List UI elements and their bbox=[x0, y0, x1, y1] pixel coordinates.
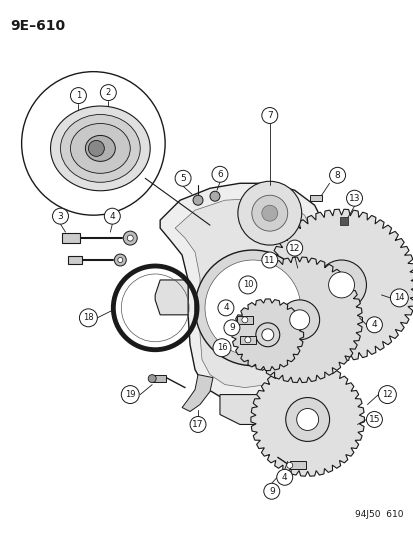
Text: 8: 8 bbox=[334, 171, 339, 180]
Circle shape bbox=[79, 309, 97, 327]
Circle shape bbox=[217, 300, 233, 316]
Text: 13: 13 bbox=[348, 193, 359, 203]
Circle shape bbox=[316, 260, 366, 310]
Circle shape bbox=[123, 231, 137, 245]
Circle shape bbox=[237, 181, 301, 245]
Text: 4: 4 bbox=[223, 303, 228, 312]
Ellipse shape bbox=[85, 135, 115, 161]
Circle shape bbox=[195, 250, 310, 366]
Text: 16: 16 bbox=[216, 343, 227, 352]
Text: 19: 19 bbox=[125, 390, 135, 399]
Circle shape bbox=[192, 195, 202, 205]
Circle shape bbox=[366, 411, 382, 427]
FancyBboxPatch shape bbox=[289, 462, 305, 470]
Circle shape bbox=[104, 208, 120, 224]
FancyBboxPatch shape bbox=[236, 316, 252, 324]
Polygon shape bbox=[175, 198, 314, 387]
Circle shape bbox=[285, 398, 329, 441]
Circle shape bbox=[127, 235, 133, 241]
Circle shape bbox=[261, 329, 273, 341]
Text: 4: 4 bbox=[281, 473, 287, 482]
Text: 15: 15 bbox=[368, 415, 379, 424]
Circle shape bbox=[52, 208, 68, 224]
Circle shape bbox=[211, 166, 228, 182]
Circle shape bbox=[329, 167, 345, 183]
Text: 12: 12 bbox=[381, 390, 392, 399]
Circle shape bbox=[255, 323, 279, 347]
Circle shape bbox=[223, 320, 239, 336]
Circle shape bbox=[366, 317, 382, 333]
FancyBboxPatch shape bbox=[62, 233, 80, 243]
Circle shape bbox=[389, 289, 407, 307]
Polygon shape bbox=[182, 375, 212, 411]
Circle shape bbox=[279, 300, 319, 340]
Circle shape bbox=[121, 385, 139, 403]
Text: 18: 18 bbox=[83, 313, 93, 322]
Text: 10: 10 bbox=[242, 280, 252, 289]
Text: 17: 17 bbox=[192, 420, 203, 429]
Text: 3: 3 bbox=[57, 212, 63, 221]
Circle shape bbox=[296, 408, 318, 431]
Circle shape bbox=[175, 171, 190, 186]
Circle shape bbox=[238, 276, 256, 294]
Circle shape bbox=[289, 310, 309, 330]
Text: 1: 1 bbox=[76, 91, 81, 100]
FancyBboxPatch shape bbox=[309, 195, 321, 201]
Circle shape bbox=[244, 337, 250, 343]
FancyBboxPatch shape bbox=[239, 336, 255, 344]
Polygon shape bbox=[231, 299, 303, 370]
Circle shape bbox=[377, 385, 395, 403]
Polygon shape bbox=[236, 257, 361, 383]
Circle shape bbox=[286, 462, 292, 469]
Circle shape bbox=[190, 416, 206, 432]
Circle shape bbox=[204, 260, 300, 356]
Circle shape bbox=[286, 240, 302, 256]
Circle shape bbox=[70, 87, 86, 103]
Ellipse shape bbox=[50, 106, 150, 191]
Circle shape bbox=[346, 190, 362, 206]
Polygon shape bbox=[219, 394, 269, 424]
Circle shape bbox=[276, 470, 292, 485]
Ellipse shape bbox=[60, 115, 140, 182]
Circle shape bbox=[261, 205, 277, 221]
Circle shape bbox=[263, 483, 279, 499]
Text: 4: 4 bbox=[371, 320, 376, 329]
Text: 9: 9 bbox=[228, 324, 234, 332]
Circle shape bbox=[114, 254, 126, 266]
Polygon shape bbox=[250, 363, 363, 477]
FancyBboxPatch shape bbox=[68, 256, 82, 264]
Circle shape bbox=[251, 195, 287, 231]
Text: 12: 12 bbox=[288, 244, 300, 253]
Text: 9: 9 bbox=[268, 487, 274, 496]
Text: 9E–610: 9E–610 bbox=[11, 19, 66, 33]
Text: 11: 11 bbox=[263, 255, 275, 264]
Text: 4: 4 bbox=[109, 212, 115, 221]
Polygon shape bbox=[265, 209, 413, 361]
Circle shape bbox=[100, 85, 116, 101]
Circle shape bbox=[261, 252, 277, 268]
Text: 94J50  610: 94J50 610 bbox=[354, 510, 402, 519]
Circle shape bbox=[241, 317, 247, 323]
Text: 7: 7 bbox=[266, 111, 272, 120]
Polygon shape bbox=[339, 217, 347, 225]
Text: 14: 14 bbox=[393, 293, 404, 302]
Text: 6: 6 bbox=[216, 170, 222, 179]
Circle shape bbox=[118, 257, 123, 263]
Circle shape bbox=[88, 140, 104, 156]
Circle shape bbox=[261, 108, 277, 124]
FancyBboxPatch shape bbox=[152, 375, 166, 382]
Circle shape bbox=[328, 272, 354, 298]
Text: 5: 5 bbox=[180, 174, 185, 183]
Circle shape bbox=[209, 191, 219, 201]
Circle shape bbox=[148, 375, 156, 383]
Ellipse shape bbox=[70, 124, 130, 173]
Text: 2: 2 bbox=[105, 88, 111, 97]
Polygon shape bbox=[160, 183, 329, 405]
Polygon shape bbox=[155, 280, 188, 315]
Circle shape bbox=[212, 339, 230, 357]
